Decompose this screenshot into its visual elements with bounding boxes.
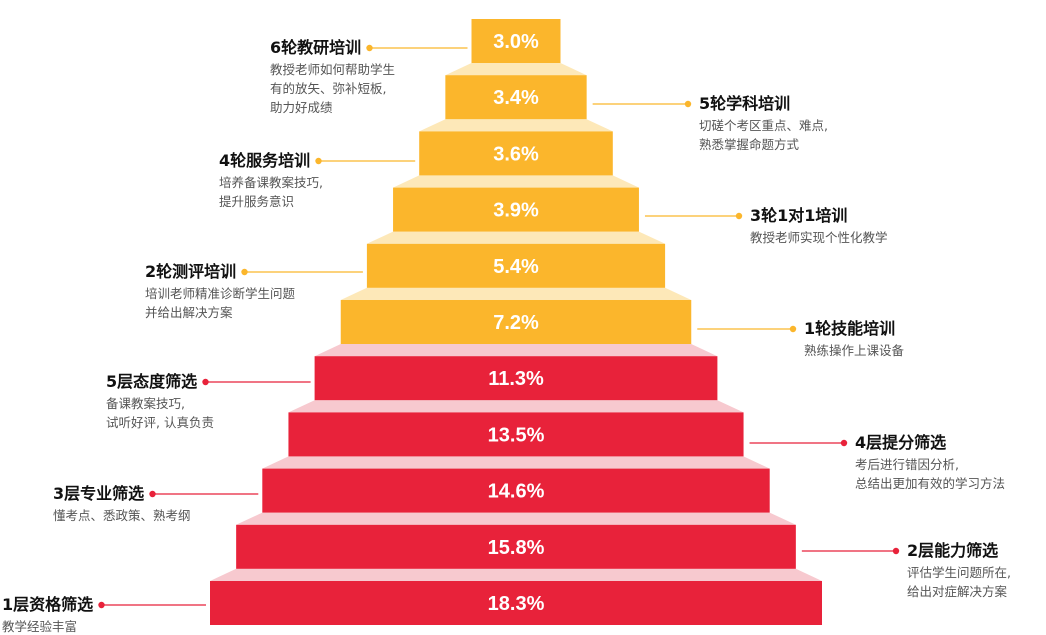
funnel-shadow-7: [366, 231, 666, 244]
callout-description: 懂考点、悉政策、熟考纲: [53, 508, 191, 523]
callout-dot: [202, 378, 209, 386]
callout-dot: [735, 212, 743, 220]
callout-description: 教授老师实现个性化教学: [750, 230, 888, 245]
callout-title: 1层资格筛选: [2, 595, 94, 614]
callout-dot: [840, 439, 848, 447]
funnel-bar-5: [314, 356, 718, 401]
callout-title: 5层态度筛选: [106, 372, 198, 391]
callout-description: 考后进行错因分析,: [855, 457, 959, 472]
callout-title: 4轮服务培训: [219, 151, 311, 170]
funnel-value-label: 7.2%: [493, 312, 539, 334]
funnel-value-label: 3.6%: [493, 143, 539, 165]
funnel-shadow-4: [288, 400, 744, 413]
funnel-shadow-8: [393, 175, 639, 188]
callout-dot: [98, 601, 105, 609]
callout-dot: [684, 100, 692, 108]
callout-description: 提升服务意识: [219, 194, 295, 209]
funnel-shadow-1: [210, 568, 822, 581]
callout-description: 培训老师精准诊断学生问题: [145, 286, 296, 301]
callout-title: 2轮测评培训: [145, 262, 237, 281]
callout-3: 3层专业筛选懂考点、悉政策、熟考纲: [53, 483, 313, 524]
callout-description: 备课教案技巧,: [106, 396, 185, 411]
funnel-shadow-5: [314, 344, 718, 357]
callout-description: 切磋个考区重点、难点,: [699, 118, 828, 133]
funnel-value-label: 5.4%: [493, 256, 539, 278]
callout-5: 5层态度筛选备课教案技巧, 试听好评, 认真负责: [106, 371, 366, 431]
funnel-bar-11: [471, 19, 561, 63]
callout-dot: [149, 490, 156, 498]
callout-title: 4层提分筛选: [855, 433, 947, 452]
callout-description: 助力好成绩: [270, 100, 333, 115]
callout-dot: [241, 268, 248, 276]
funnel-value-label: 3.0%: [493, 31, 539, 53]
funnel-shadow-10: [445, 63, 587, 76]
callout-dot: [892, 547, 900, 555]
funnel-value-label: 13.5%: [488, 424, 545, 446]
funnel-bar-10: [445, 75, 587, 120]
funnel-value-label: 18.3%: [488, 593, 545, 615]
funnel-value-label: 14.6%: [488, 481, 545, 503]
funnel-bar-3: [262, 468, 770, 513]
callout-4: 4层提分筛选考后进行错因分析, 总结出更加有效的学习方法: [855, 432, 1046, 492]
callout-description: 评估学生问题所在,: [907, 565, 1011, 580]
callout-description: 有的放矢、弥补短板,: [270, 81, 387, 96]
callout-6: 1轮技能培训熟练操作上课设备: [804, 318, 1046, 359]
callout-8: 3轮1对1培训教授老师实现个性化教学: [750, 205, 1010, 246]
callout-1: 1层资格筛选教学经验丰富: [2, 594, 262, 635]
funnel-bar-9: [419, 131, 613, 176]
funnel-shadow-3: [262, 456, 770, 469]
funnel-value-label: 3.4%: [493, 87, 539, 109]
funnel-value-label: 11.3%: [488, 368, 544, 390]
callout-description: 熟练操作上课设备: [804, 343, 905, 358]
callout-title: 1轮技能培训: [804, 319, 896, 338]
callout-dot: [366, 44, 373, 52]
callout-description: 总结出更加有效的学习方法: [855, 476, 1006, 491]
callout-title: 3轮1对1培训: [750, 206, 848, 225]
callout-9: 4轮服务培训培养备课教案技巧, 提升服务意识: [219, 150, 479, 210]
funnel-shadow-6: [340, 287, 692, 300]
callout-title: 6轮教研培训: [270, 38, 362, 57]
funnel-shadow-2: [236, 512, 796, 525]
funnel-bar-2: [236, 524, 796, 569]
funnel-value-label: 15.8%: [488, 537, 545, 559]
funnel-value-label: 3.9%: [493, 200, 539, 222]
callout-2: 2层能力筛选评估学生问题所在, 给出对症解决方案: [907, 540, 1046, 600]
callout-description: 试听好评, 认真负责: [106, 415, 214, 430]
callout-title: 3层专业筛选: [53, 484, 145, 503]
callout-description: 给出对症解决方案: [907, 584, 1008, 599]
callout-description: 教授老师如何帮助学生: [270, 62, 396, 77]
callout-dot: [315, 157, 322, 165]
callout-description: 并给出解决方案: [145, 305, 233, 320]
callout-description: 教学经验丰富: [2, 619, 78, 634]
funnel-bar-4: [288, 412, 744, 457]
callout-title: 5轮学科培训: [699, 94, 791, 113]
funnel-bar-8: [393, 187, 639, 232]
funnel-bar-6: [340, 300, 692, 344]
funnel-bar-7: [366, 243, 666, 288]
callout-11: 6轮教研培训教授老师如何帮助学生 有的放矢、弥补短板, 助力好成绩: [270, 37, 530, 116]
callout-description: 熟悉掌握命题方式: [699, 137, 800, 152]
callout-10: 5轮学科培训切磋个考区重点、难点, 熟悉掌握命题方式: [699, 93, 959, 153]
funnel-bar-1: [210, 581, 822, 625]
callout-7: 2轮测评培训培训老师精准诊断学生问题 并给出解决方案: [145, 261, 405, 321]
funnel-shadow-9: [419, 119, 613, 132]
callout-title: 2层能力筛选: [907, 541, 999, 560]
callout-dot: [789, 325, 797, 333]
callout-description: 培养备课教案技巧,: [219, 175, 323, 190]
